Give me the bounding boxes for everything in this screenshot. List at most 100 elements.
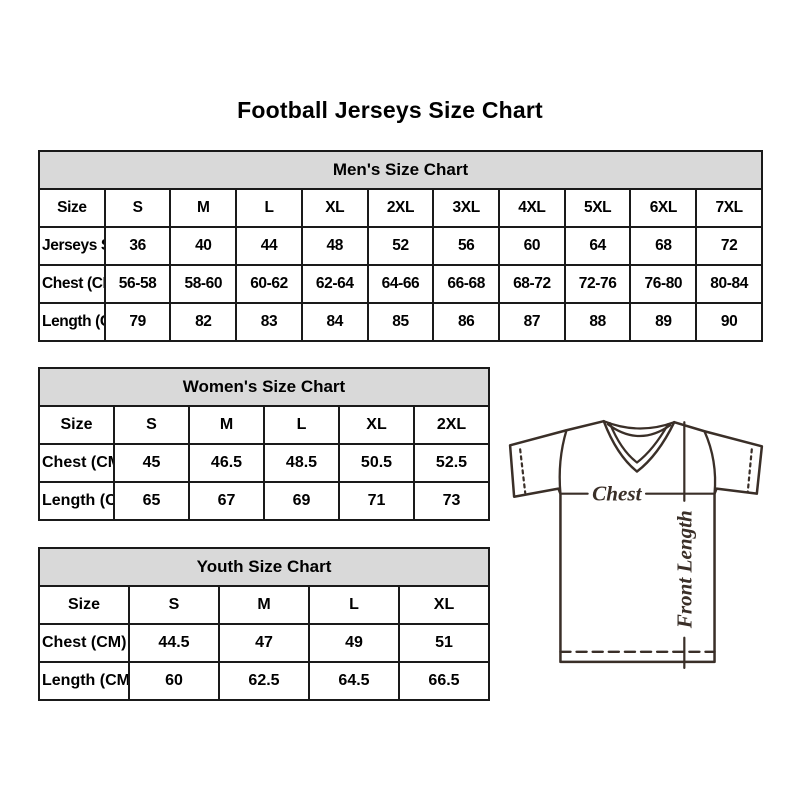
front-length-label: Front Length [672,510,696,629]
womens-cell-2-1: 65 [113,481,190,521]
youth-cell-2-2: 62.5 [218,661,310,701]
right-cuff-stitch [746,448,753,493]
mens-cell-0-6: 3XL [432,188,501,228]
womens-row-0: Size S M L XL 2XL [38,405,490,445]
mens-cell-0-2: M [169,188,238,228]
mens-cell-0-8: 5XL [563,188,632,228]
womens-cell-0-5: 2XL [413,405,490,445]
mens-cell-1-6: 56 [432,226,501,266]
mens-cell-3-5: 85 [366,302,435,342]
youth-cell-0-3: L [308,585,400,625]
mens-cell-3-2: 82 [169,302,238,342]
youth-cell-1-4: 51 [398,623,490,663]
mens-cell-3-3: 83 [235,302,303,342]
mens-table-title: Men's Size Chart [38,150,763,190]
mens-cell-0-9: 6XL [629,188,698,228]
womens-cell-0-2: M [188,405,265,445]
mens-cell-3-9: 89 [629,302,698,342]
mens-cell-2-2: 58-60 [169,264,238,304]
chest-label: Chest [592,482,642,506]
youth-cell-2-3: 64.5 [308,661,400,701]
mens-cell-1-10: 72 [695,226,763,266]
mens-cell-1-0: Jerseys Size [38,226,106,266]
womens-cell-1-2: 46.5 [188,443,265,483]
left-armhole-seam [558,429,568,495]
womens-cell-2-0: Length (CM) [38,481,115,521]
youth-cell-0-1: S [128,585,220,625]
womens-cell-1-0: Chest (CM) [38,443,115,483]
womens-cell-1-1: 45 [113,443,190,483]
mens-cell-1-3: 44 [235,226,303,266]
womens-cell-0-0: Size [38,405,115,445]
youth-row-0: Size S M L XL [38,585,490,625]
youth-cell-2-0: Length (CM) [38,661,130,701]
womens-cell-0-3: L [263,405,340,445]
womens-cell-2-3: 69 [263,481,340,521]
mens-cell-0-7: 4XL [498,188,566,228]
vneck-inner [608,422,670,464]
youth-cell-1-1: 44.5 [128,623,220,663]
mens-cell-3-4: 84 [300,302,369,342]
youth-cell-2-1: 60 [128,661,220,701]
mens-size-chart-section: Men's Size Chart Size S M L XL 2XL 3XL 4XL 5XL 6XL… [38,150,763,342]
mens-cell-3-1: 79 [103,302,172,342]
mens-cell-3-10: 90 [695,302,763,342]
mens-cell-3-6: 86 [432,302,501,342]
womens-cell-2-5: 73 [413,481,490,521]
womens-cell-0-1: S [113,405,190,445]
mens-cell-2-9: 76-80 [629,264,698,304]
jersey-illustration-icon: Chest Front Length [508,419,764,670]
mens-cell-2-0: Chest (CM) [38,264,106,304]
jersey-measurement-diagram: Chest Front Length [503,398,775,680]
mens-cell-0-5: 2XL [366,188,435,228]
mens-cell-2-4: 62-64 [300,264,369,304]
youth-cell-1-3: 49 [308,623,400,663]
mens-cell-2-3: 60-62 [235,264,303,304]
mens-cell-0-0: Size [38,188,106,228]
mens-cell-2-8: 72-76 [563,264,632,304]
mens-size-table: Men's Size Chart Size S M L XL 2XL 3XL 4XL 5XL 6XL… [38,150,763,342]
youth-size-table: Youth Size Chart Size S M L XL Chest (CM) 44.5 4… [38,547,490,701]
youth-row-2: Length (CM) 60 62.5 64.5 66.5 [38,661,490,701]
mens-cell-0-4: XL [300,188,369,228]
youth-cell-2-4: 66.5 [398,661,490,701]
mens-row-2: Chest (CM)56-5858-6060-6262-6464-6666-68… [38,264,763,304]
mens-cell-3-8: 88 [563,302,632,342]
mens-cell-3-7: 87 [498,302,566,342]
mens-cell-1-8: 64 [563,226,632,266]
mens-cell-1-1: 36 [103,226,172,266]
page-title: Football Jerseys Size Chart [237,97,543,123]
mens-cell-1-5: 52 [366,226,435,266]
right-armhole-seam [703,430,717,495]
mens-cell-2-7: 68-72 [498,264,566,304]
womens-cell-0-4: XL [338,405,415,445]
youth-cell-1-0: Chest (CM) [38,623,130,663]
mens-cell-1-2: 40 [169,226,238,266]
youth-cell-0-4: XL [398,585,490,625]
womens-cell-2-4: 71 [338,481,415,521]
youth-row-1: Chest (CM) 44.5 47 49 51 [38,623,490,663]
mens-cell-2-5: 64-66 [366,264,435,304]
mens-cell-1-9: 68 [629,226,698,266]
mens-cell-0-3: L [235,188,303,228]
womens-cell-1-4: 50.5 [338,443,415,483]
youth-table-title: Youth Size Chart [38,547,490,587]
mens-cell-1-4: 48 [300,226,369,266]
mens-cell-1-7: 60 [498,226,566,266]
left-cuff-stitch [519,448,527,494]
womens-cell-1-3: 48.5 [263,443,340,483]
womens-table-title: Women's Size Chart [38,367,490,407]
youth-cell-0-0: Size [38,585,130,625]
youth-size-chart-section: Youth Size Chart Size S M L XL Chest (CM) 44.5 4… [38,547,490,701]
youth-cell-1-2: 47 [218,623,310,663]
womens-cell-2-2: 67 [188,481,265,521]
womens-cell-1-5: 52.5 [413,443,490,483]
mens-cell-0-10: 7XL [695,188,763,228]
mens-cell-0-1: S [103,188,172,228]
jersey-outline [508,419,764,664]
